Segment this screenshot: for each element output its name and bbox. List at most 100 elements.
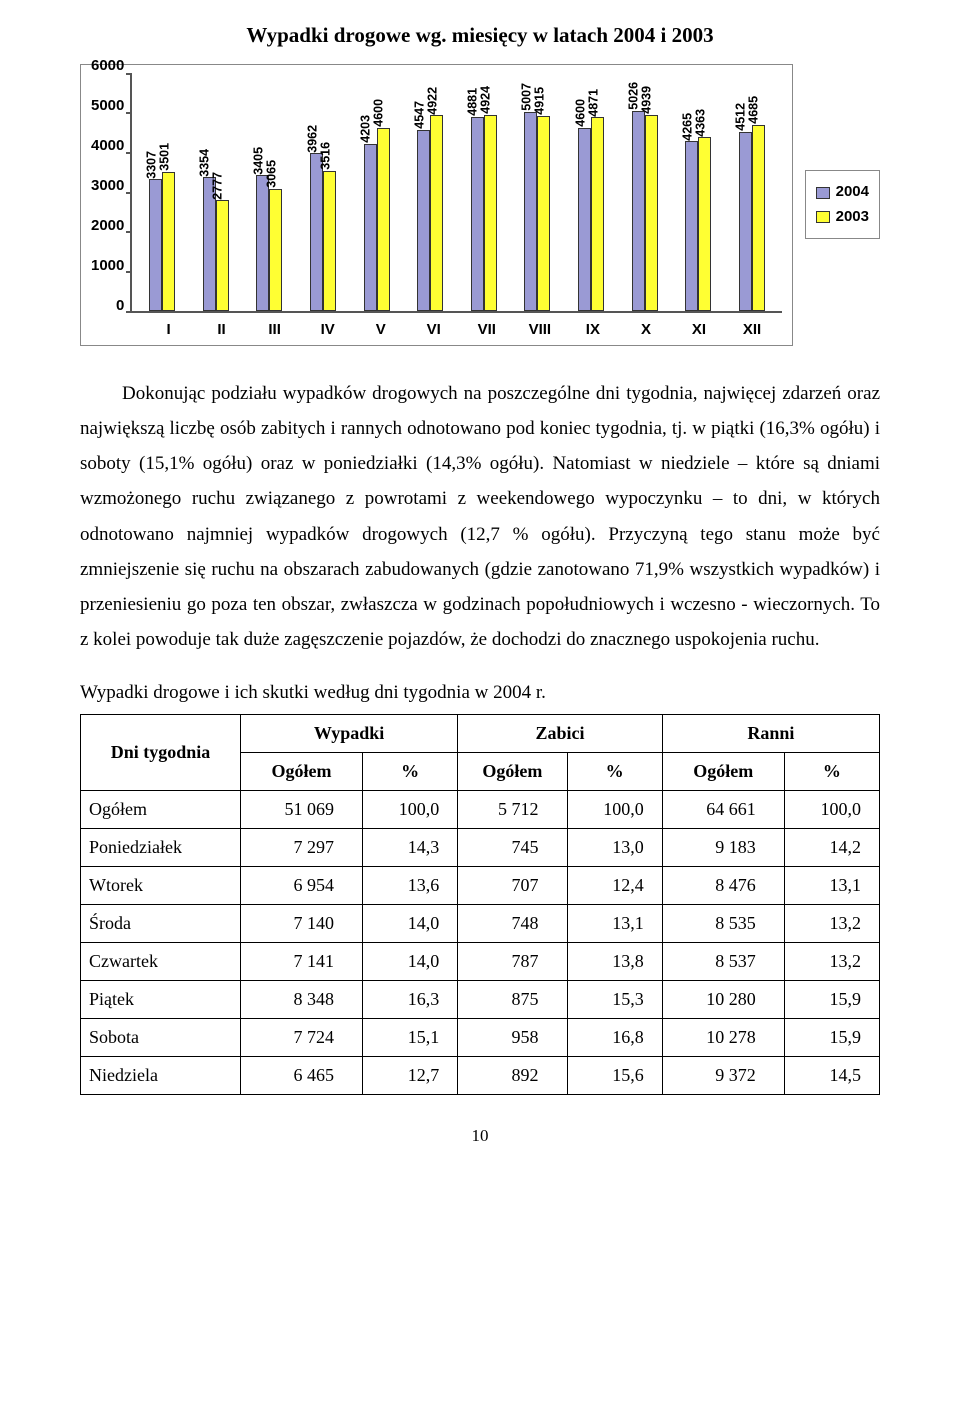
bar-group: 4203 4600 [351, 73, 403, 311]
legend-swatch [816, 187, 830, 199]
bar: 4600 [578, 128, 591, 310]
table-cell: 8 537 [662, 942, 784, 980]
table-cell: 13,2 [784, 942, 879, 980]
bar: 3962 [310, 153, 323, 310]
table-cell: 8 348 [241, 980, 363, 1018]
table-cell: 100,0 [567, 790, 662, 828]
table-cell: 14,0 [363, 904, 458, 942]
bar: 4265 [685, 141, 698, 310]
bar-group: 34053065 [244, 73, 296, 311]
bar-value-label: 4924 [477, 86, 496, 114]
table-row: Środa7 14014,074813,18 53513,2 [81, 904, 880, 942]
table-row: Czwartek7 14114,078713,88 53713,2 [81, 942, 880, 980]
x-tick-label: VII [461, 319, 512, 342]
table-cell: 100,0 [363, 790, 458, 828]
y-axis: 6000500040003000200010000 [91, 73, 124, 313]
table-cell: 7 140 [241, 904, 363, 942]
x-tick-label: VIII [514, 319, 565, 342]
bar: 4871 [591, 117, 604, 310]
table-cell: 748 [458, 904, 567, 942]
table-cell: 13,1 [567, 904, 662, 942]
table-cell: 787 [458, 942, 567, 980]
table-cell: 15,6 [567, 1056, 662, 1094]
bar: 4915 [537, 116, 550, 311]
bar: 4924 [484, 115, 497, 310]
bar-group: 50264939 [619, 73, 671, 311]
table-cell: 16,8 [567, 1018, 662, 1056]
bar: 5026 [632, 111, 645, 310]
table-cell: 707 [458, 866, 567, 904]
table-cell: 13,0 [567, 828, 662, 866]
table-cell: 6 465 [241, 1056, 363, 1094]
body-paragraph: Dokonując podziału wypadków drogowych na… [80, 376, 880, 657]
bar-value-label: 4915 [530, 87, 549, 115]
bar: 4363 [698, 137, 711, 310]
bar: 3501 [162, 172, 175, 311]
bar-group: 45474922 [404, 73, 456, 311]
x-tick-label: XI [673, 319, 724, 342]
bar-group: 42654363 [672, 73, 724, 311]
table-cell: 9 183 [662, 828, 784, 866]
bar-value-label: 4939 [637, 86, 656, 114]
chart-legend: 20042003 [805, 170, 880, 239]
bar: 4685 [752, 125, 765, 311]
table-cell: 14,0 [363, 942, 458, 980]
bar-value-label: 4685 [745, 96, 764, 124]
x-axis: IIIIIIIVVVIVIIVIIIIXXXIXII [139, 319, 782, 342]
data-table: Dni tygodniaWypadkiZabiciRanniOgółem%Ogó… [80, 714, 880, 1095]
table-cell: 15,9 [784, 980, 879, 1018]
bar-value-label: 4363 [691, 109, 710, 137]
table-cell: 14,5 [784, 1056, 879, 1094]
bar: 3516 [323, 171, 336, 310]
bar-group: 46004871 [565, 73, 617, 311]
table-cell: 745 [458, 828, 567, 866]
bar: 4939 [645, 115, 658, 311]
table-header-sub: % [363, 752, 458, 790]
bar-value-label: 4600 [369, 99, 388, 127]
table-cell: 14,3 [363, 828, 458, 866]
table-header-rowlabel: Dni tygodnia [81, 714, 241, 790]
table-cell: 51 069 [241, 790, 363, 828]
table-cell-label: Niedziela [81, 1056, 241, 1094]
page-number: 10 [80, 1123, 880, 1149]
table-cell: 7 724 [241, 1018, 363, 1056]
bar-value-label: 3065 [262, 160, 281, 188]
table-header-sub: Ogółem [458, 752, 567, 790]
bar-group: 33073501 [136, 73, 188, 311]
x-tick-label: I [143, 319, 194, 342]
table-cell: 64 661 [662, 790, 784, 828]
table-cell: 7 141 [241, 942, 363, 980]
table-cell: 9 372 [662, 1056, 784, 1094]
table-row: Poniedziałek7 29714,374513,09 18314,2 [81, 828, 880, 866]
table-cell: 8 535 [662, 904, 784, 942]
table-header-sub: % [784, 752, 879, 790]
table-row: Ogółem51 069100,05 712100,064 661100,0 [81, 790, 880, 828]
bar: 4203 [364, 144, 377, 311]
table-row: Piątek8 34816,387515,310 28015,9 [81, 980, 880, 1018]
bar-value-label: 3516 [316, 142, 335, 170]
table-cell: 100,0 [784, 790, 879, 828]
legend-item: 2003 [816, 206, 869, 229]
table-cell: 13,1 [784, 866, 879, 904]
bar: 4922 [430, 115, 443, 310]
table-cell: 14,2 [784, 828, 879, 866]
bar-group: 33542777 [190, 73, 242, 311]
table-cell: 8 476 [662, 866, 784, 904]
table-cell: 958 [458, 1018, 567, 1056]
table-cell-label: Wtorek [81, 866, 241, 904]
x-tick-label: III [249, 319, 300, 342]
table-cell: 875 [458, 980, 567, 1018]
table-cell: 13,2 [784, 904, 879, 942]
table-cell-label: Czwartek [81, 942, 241, 980]
bar-group: 39623516 [297, 73, 349, 311]
bar-value-label: 3501 [155, 143, 174, 171]
x-tick-label: IV [302, 319, 353, 342]
bar: 4512 [739, 132, 752, 311]
bar-group: 45124685 [726, 73, 778, 311]
table-cell-label: Środa [81, 904, 241, 942]
bar: 4881 [471, 117, 484, 311]
x-tick-label: XII [727, 319, 778, 342]
table-cell: 15,1 [363, 1018, 458, 1056]
table-cell: 7 297 [241, 828, 363, 866]
table-cell: 10 280 [662, 980, 784, 1018]
